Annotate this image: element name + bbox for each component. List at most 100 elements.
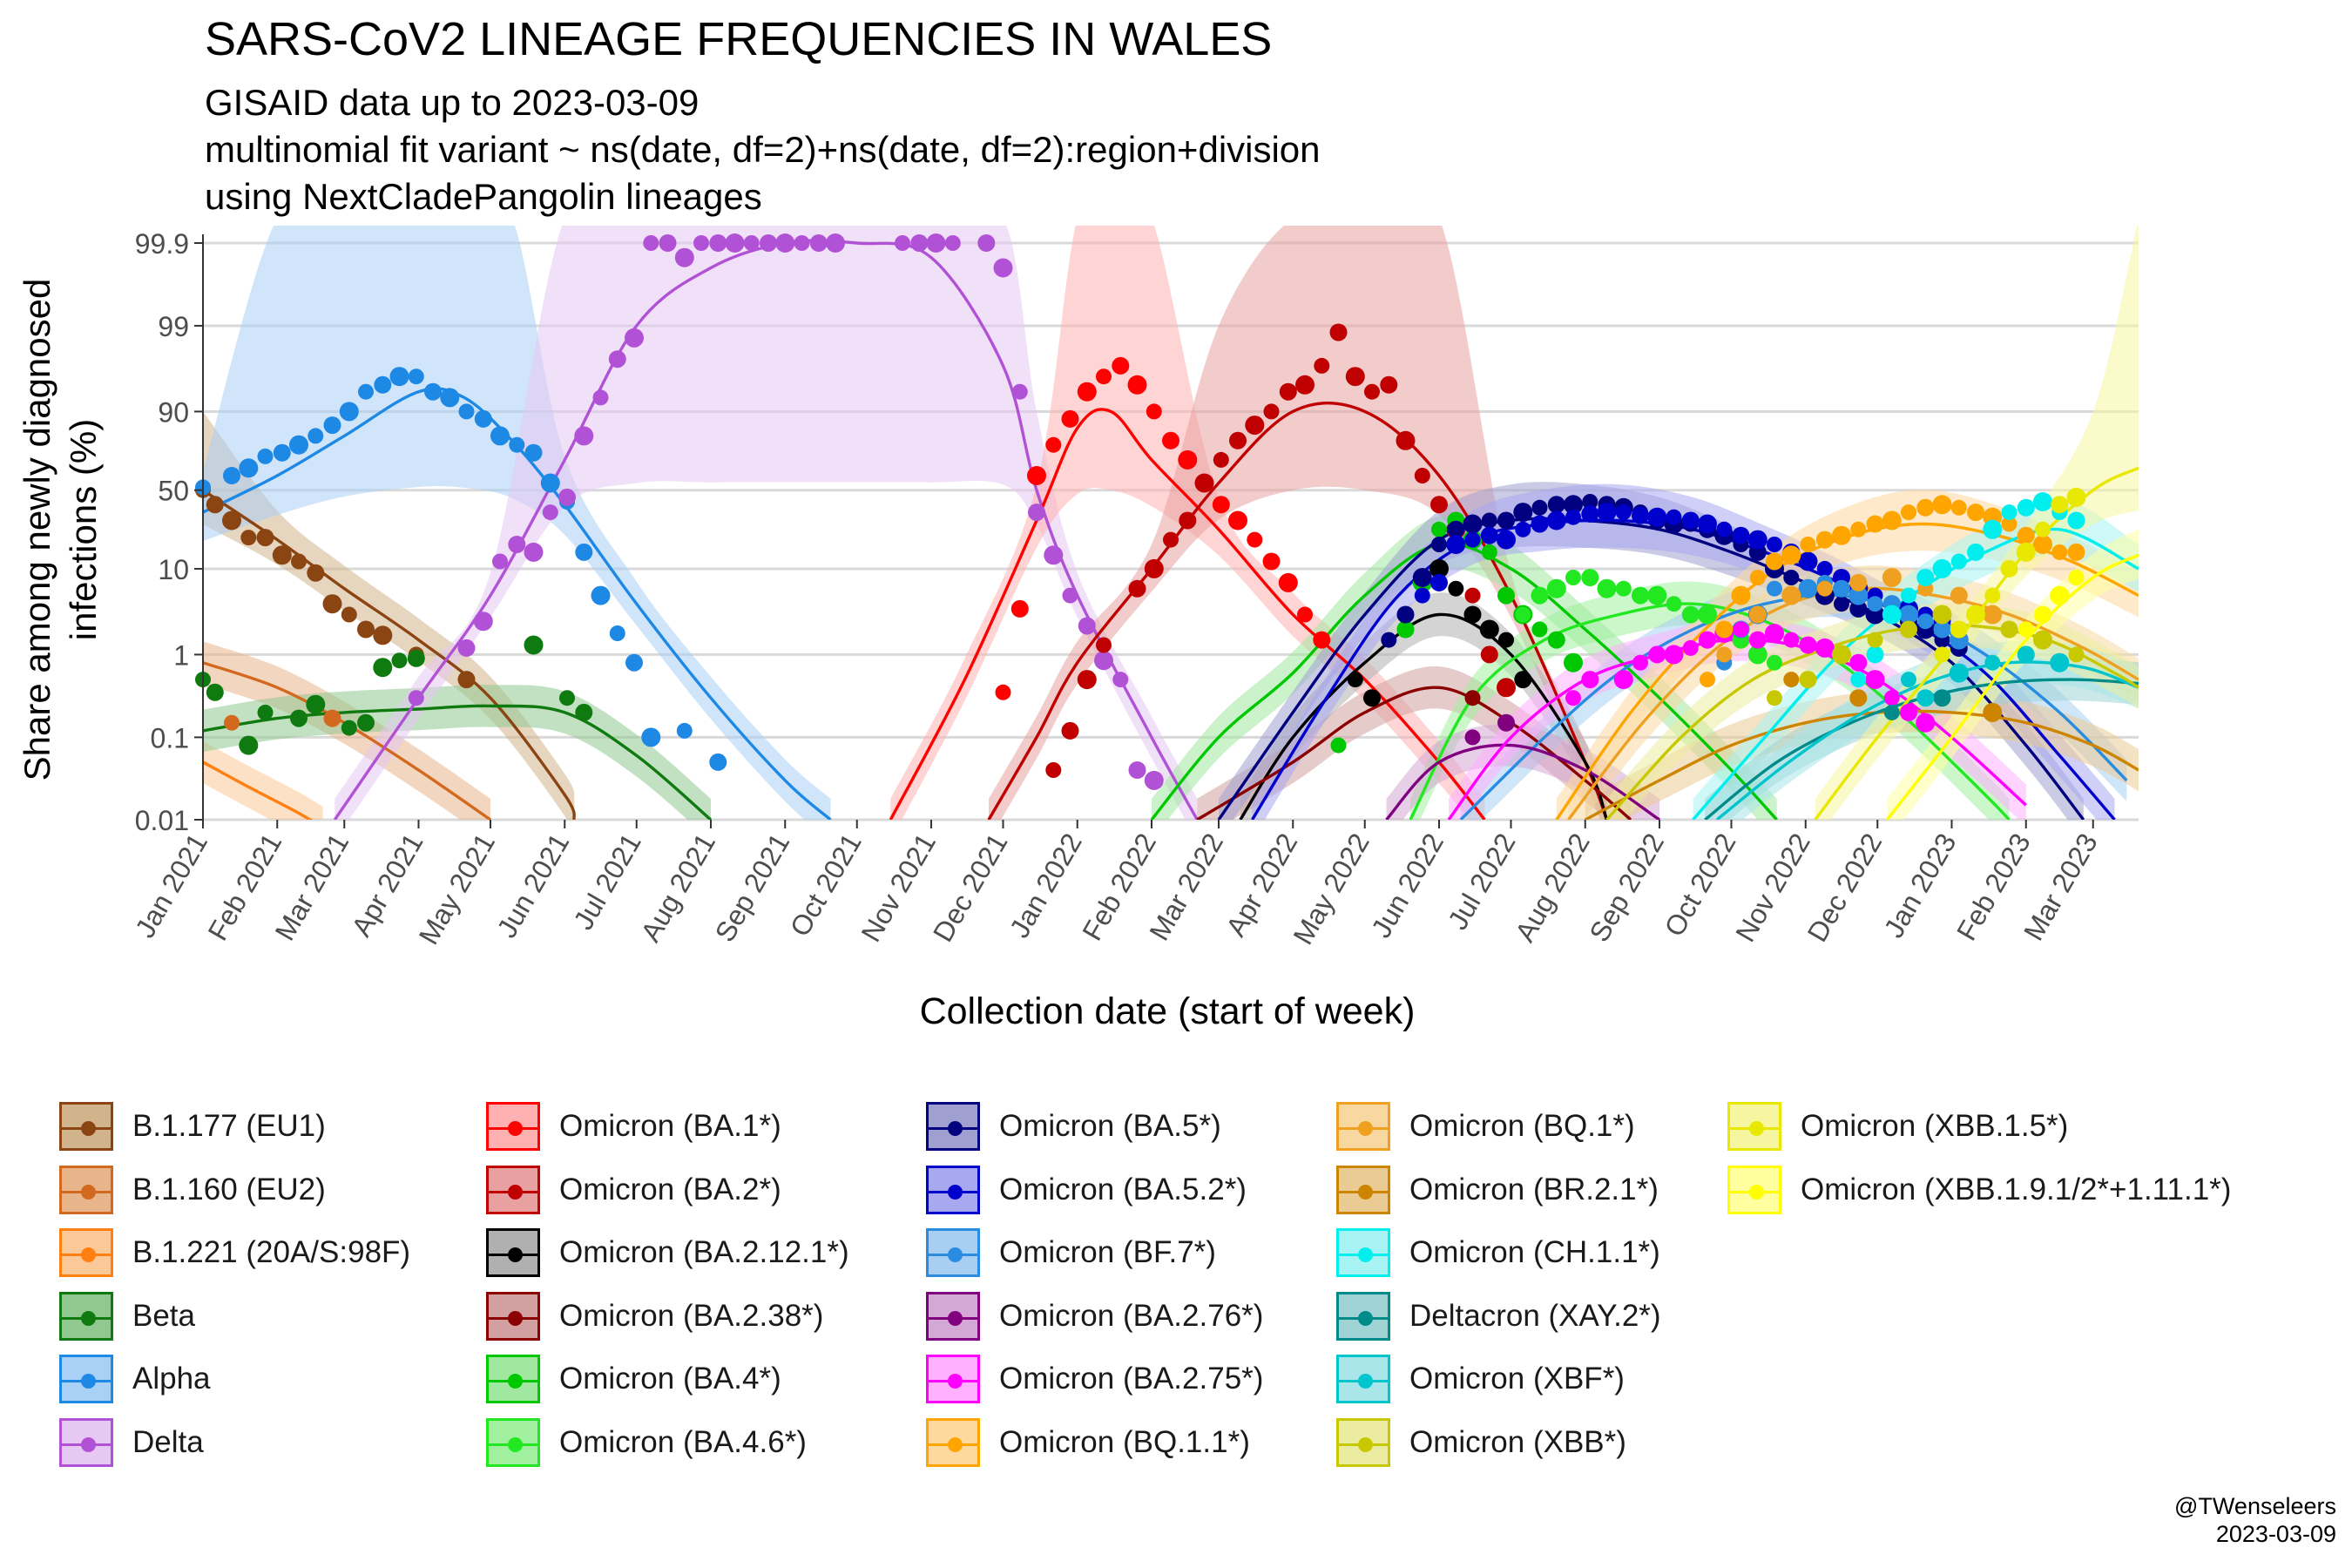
series-4-point bbox=[474, 409, 492, 428]
series-23-point bbox=[2000, 620, 2018, 639]
series-5-point bbox=[1044, 545, 1064, 565]
legend-swatch bbox=[59, 1291, 113, 1341]
series-0-point bbox=[373, 625, 393, 645]
legend-swatch-dot bbox=[81, 1121, 96, 1136]
legend-item: Beta bbox=[59, 1289, 195, 1343]
series-25-point bbox=[2050, 585, 2070, 605]
y-tick-label: 99.9 bbox=[135, 228, 189, 260]
series-10-point bbox=[1330, 737, 1347, 754]
series-5-point bbox=[608, 350, 626, 368]
legend-swatch bbox=[926, 1102, 980, 1151]
series-16-point bbox=[1664, 645, 1684, 665]
series-3-point bbox=[257, 704, 274, 720]
x-tick-label: Aug 2022 bbox=[1509, 828, 1596, 948]
series-20-point bbox=[2033, 492, 2052, 511]
series-7-band bbox=[989, 226, 1607, 820]
series-11-point bbox=[1698, 605, 1717, 625]
series-11-point bbox=[1747, 645, 1767, 665]
chart-subtitle-line-3: using NextCladePangolin lineages bbox=[205, 176, 762, 217]
series-12-point bbox=[1381, 632, 1397, 648]
series-0-band bbox=[203, 411, 575, 820]
series-20-point bbox=[2067, 511, 2085, 530]
legend-item: Omicron (BA.1*) bbox=[486, 1099, 781, 1153]
series-12-point bbox=[1547, 496, 1565, 514]
series-12-point bbox=[1564, 495, 1583, 515]
legend-item: Omicron (XBF*) bbox=[1336, 1352, 1625, 1406]
series-20-point bbox=[1882, 605, 1902, 625]
series-14-point bbox=[1833, 579, 1850, 598]
series-17-point bbox=[1731, 585, 1751, 605]
legend-swatch-dot bbox=[948, 1436, 963, 1452]
series-5-point bbox=[574, 426, 594, 446]
x-tick-label: Jan 2021 bbox=[129, 828, 213, 943]
series-21-point bbox=[1933, 689, 1951, 707]
series-17-point bbox=[1950, 499, 1967, 516]
series-18-point bbox=[1950, 586, 1968, 605]
series-5-point bbox=[1011, 383, 1028, 400]
x-axis-label: Collection date (start of week) bbox=[920, 990, 1416, 1032]
legend-item: Omicron (BA.5.2*) bbox=[926, 1163, 1247, 1217]
series-7-point bbox=[1380, 375, 1398, 394]
series-11-point bbox=[1615, 580, 1632, 597]
legend-swatch-dot bbox=[948, 1374, 963, 1389]
series-11-point bbox=[1515, 606, 1531, 623]
legend-swatch-dot bbox=[508, 1374, 523, 1389]
legend-swatch-dot bbox=[81, 1247, 96, 1262]
series-6-point bbox=[1297, 606, 1313, 623]
series-4-point bbox=[424, 382, 442, 401]
series-24-point bbox=[1950, 620, 1968, 639]
series-14-point bbox=[1933, 620, 1951, 639]
legend-swatch bbox=[1727, 1165, 1781, 1214]
series-4-point bbox=[308, 428, 324, 444]
legend-item: Deltacron (XAY.2*) bbox=[1336, 1289, 1661, 1343]
series-5-point bbox=[977, 234, 996, 252]
legend-swatch-dot bbox=[948, 1310, 963, 1326]
series-13-point bbox=[1446, 535, 1466, 554]
series-24-point bbox=[2035, 521, 2051, 537]
series-12-point bbox=[1497, 511, 1515, 530]
series-7-point bbox=[1163, 531, 1179, 548]
series-16-point bbox=[1799, 636, 1817, 654]
series-20-point bbox=[1916, 569, 1935, 586]
series-3-point bbox=[206, 683, 224, 701]
legend-swatch-dot bbox=[1358, 1121, 1373, 1136]
series-5-point bbox=[1028, 504, 1045, 522]
series-22-point bbox=[1901, 672, 1916, 688]
series-5-point bbox=[794, 235, 810, 251]
legend-swatch bbox=[1336, 1165, 1390, 1214]
series-16-point bbox=[1815, 638, 1835, 658]
series-5-point bbox=[725, 233, 745, 253]
legend-swatch bbox=[1336, 1228, 1390, 1277]
series-7-point bbox=[1061, 721, 1079, 740]
x-tick-label: Jan 2023 bbox=[1878, 828, 1963, 943]
legend-label: Omicron (BA.2*) bbox=[559, 1172, 781, 1206]
series-16-point bbox=[1682, 639, 1699, 656]
series-15-band bbox=[1386, 724, 1659, 820]
y-tick-label: 90 bbox=[158, 396, 189, 428]
series-3-point bbox=[373, 658, 393, 678]
series-13-point bbox=[1666, 509, 1682, 525]
legend-label: Deltacron (XAY.2*) bbox=[1409, 1298, 1661, 1333]
legend-swatch bbox=[59, 1228, 113, 1277]
series-12-point bbox=[1481, 512, 1497, 529]
series-25-point bbox=[2017, 621, 2034, 638]
legend-label: Omicron (XBB.1.9.1/2*+1.11.1*) bbox=[1801, 1172, 2232, 1206]
y-axis-label-line-2: infections (%) bbox=[63, 419, 104, 640]
legend-swatch-dot bbox=[948, 1247, 963, 1262]
series-13-point bbox=[1767, 537, 1782, 552]
series-5-point bbox=[1112, 672, 1129, 688]
series-17-point bbox=[2017, 526, 2035, 544]
series-5-point bbox=[993, 258, 1013, 278]
series-7-point bbox=[1345, 367, 1365, 387]
legend-swatch-dot bbox=[1358, 1184, 1373, 1200]
legend-swatch bbox=[1336, 1291, 1390, 1341]
series-20-point bbox=[1866, 645, 1884, 664]
series-23-point bbox=[2033, 630, 2052, 650]
legend-swatch-dot bbox=[508, 1436, 523, 1452]
series-12-point bbox=[1513, 503, 1533, 523]
series-17-point bbox=[1932, 495, 1952, 515]
series-17-point bbox=[1766, 552, 1783, 571]
series-0-point bbox=[222, 510, 241, 531]
legend-swatch bbox=[1336, 1102, 1390, 1151]
series-7-point bbox=[1144, 558, 1164, 578]
